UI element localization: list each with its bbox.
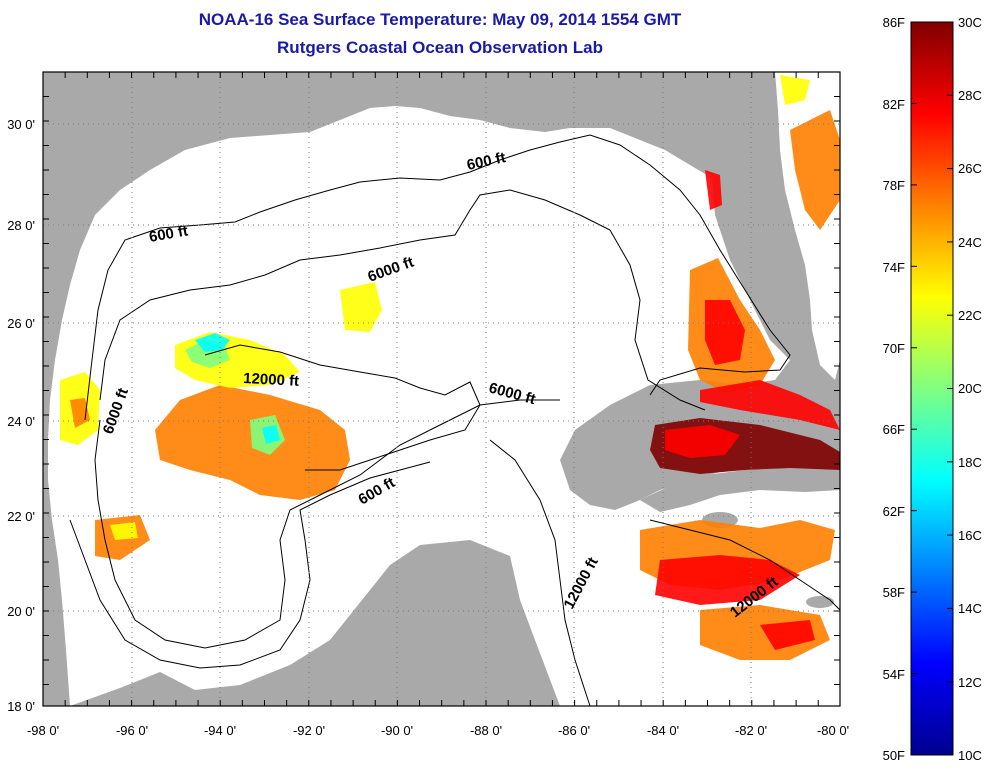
colorbar-scale bbox=[910, 21, 954, 756]
map-title: NOAA-16 Sea Surface Temperature: May 09,… bbox=[198, 10, 682, 29]
contour-12000ft-yucatan bbox=[489, 439, 591, 706]
c-label: 26C bbox=[958, 161, 982, 176]
lon-label: -80 0' bbox=[817, 723, 849, 738]
lat-label: 22 0' bbox=[7, 509, 35, 524]
lon-label: -86 0' bbox=[558, 723, 590, 738]
sst-data-patches bbox=[60, 75, 840, 660]
colorbar-celsius: 30C 28C 26C 24C 22C 20C 18C 16C 14C 12C … bbox=[958, 15, 982, 763]
c-label: 14C bbox=[958, 601, 982, 616]
label-12000ft-center: 12000 ft bbox=[243, 370, 300, 390]
lon-label: -96 0' bbox=[116, 723, 148, 738]
c-label: 10C bbox=[958, 748, 982, 763]
f-label: 78F bbox=[883, 178, 905, 193]
c-label: 18C bbox=[958, 455, 982, 470]
lat-label: 28 0' bbox=[7, 218, 35, 233]
lon-label: -88 0' bbox=[470, 723, 502, 738]
graticule bbox=[43, 72, 840, 706]
c-label: 16C bbox=[958, 528, 982, 543]
colorbar-ticks bbox=[911, 21, 953, 756]
lat-label: 20 0' bbox=[7, 604, 35, 619]
f-label: 62F bbox=[883, 504, 905, 519]
lat-label: 30 0' bbox=[7, 117, 35, 132]
f-label: 70F bbox=[883, 341, 905, 356]
f-label: 58F bbox=[883, 585, 905, 600]
colorbar-fahrenheit: 86F 82F 78F 74F 70F 66F 62F 58F 54F 50F bbox=[883, 15, 905, 763]
colorbar: 86F 82F 78F 74F 70F 66F 62F 58F 54F 50F … bbox=[883, 15, 982, 763]
lon-label: -84 0' bbox=[647, 723, 679, 738]
latitude-axis: 30 0' 28 0' 26 0' 24 0' 22 0' 20 0' 18 0… bbox=[7, 117, 35, 714]
contour-6000ft bbox=[99, 189, 706, 411]
longitude-axis: -98 0' -96 0' -94 0' -92 0' -90 0' -88 0… bbox=[27, 723, 849, 738]
contour-12000ft-caribbean bbox=[649, 519, 840, 611]
lon-label: -90 0' bbox=[381, 723, 413, 738]
c-label: 12C bbox=[958, 675, 982, 690]
c-label: 20C bbox=[958, 381, 982, 396]
label-600ft-west: 600 ft bbox=[148, 222, 190, 246]
contour-12000ft bbox=[204, 344, 481, 471]
lon-label: -94 0' bbox=[204, 723, 236, 738]
c-label: 22C bbox=[958, 308, 982, 323]
f-label: 82F bbox=[883, 97, 905, 112]
c-label: 24C bbox=[958, 235, 982, 250]
lon-label: -92 0' bbox=[293, 723, 325, 738]
axis-ticks bbox=[42, 71, 840, 706]
lat-label: 24 0' bbox=[7, 414, 35, 429]
cuba-landmass bbox=[640, 468, 840, 512]
f-label: 86F bbox=[883, 15, 905, 30]
lon-label: -82 0' bbox=[735, 723, 767, 738]
f-label: 66F bbox=[883, 422, 905, 437]
f-label: 50F bbox=[883, 748, 905, 763]
bathymetry-contours bbox=[69, 134, 840, 706]
c-label: 30C bbox=[958, 15, 982, 30]
f-label: 54F bbox=[883, 667, 905, 682]
contour-6000ft-west bbox=[94, 399, 560, 649]
lon-label: -98 0' bbox=[27, 723, 59, 738]
f-label: 74F bbox=[883, 260, 905, 275]
cayman-island bbox=[806, 596, 834, 608]
map-subtitle: Rutgers Coastal Ocean Observation Lab bbox=[277, 38, 603, 57]
c-label: 28C bbox=[958, 88, 982, 103]
lat-label: 26 0' bbox=[7, 316, 35, 331]
contour-600ft-south bbox=[69, 461, 431, 669]
lat-label: 18 0' bbox=[7, 699, 35, 714]
contour-600ft bbox=[84, 134, 791, 421]
